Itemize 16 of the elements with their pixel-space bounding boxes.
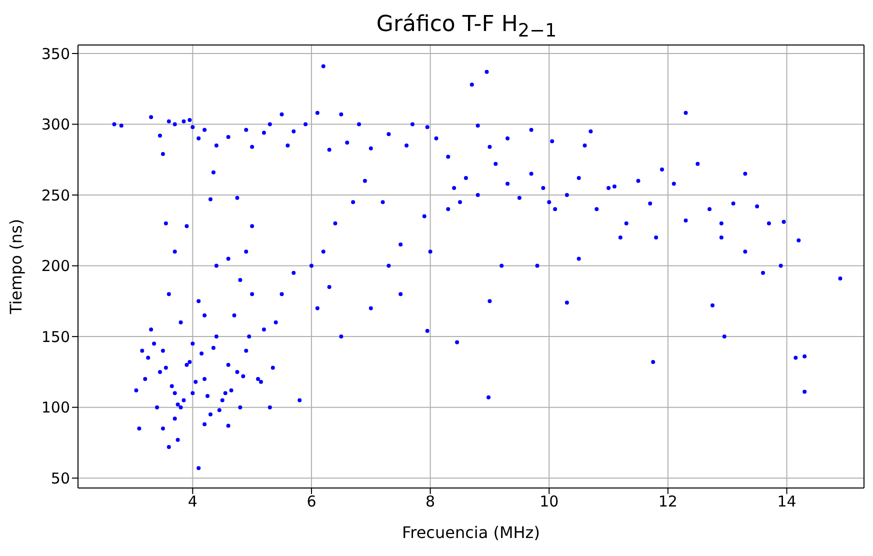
- x-axis-title: Frecuencia (MHz): [402, 523, 540, 542]
- y-tick-label: 100: [41, 398, 70, 417]
- y-tick-label: 150: [41, 328, 70, 346]
- y-tick-label: 50: [50, 469, 70, 488]
- x-tick-label: 12: [658, 492, 678, 511]
- y-tick-label: 200: [41, 257, 70, 276]
- chart-title: Gráfico T-F H$_{2−1}$: [375, 11, 558, 42]
- y-axis-title: Tiempo (ns): [6, 218, 26, 316]
- y-tick-label: 300: [41, 116, 70, 134]
- y-tick-label: 350: [41, 44, 70, 63]
- x-tick-label: 14: [777, 492, 796, 511]
- x-tick-label: 4: [188, 492, 198, 511]
- x-tick-label: 6: [306, 492, 316, 511]
- y-tick-label: 250: [41, 186, 70, 204]
- x-tick-label: 10: [540, 492, 559, 511]
- x-tick-label: 8: [426, 492, 436, 511]
